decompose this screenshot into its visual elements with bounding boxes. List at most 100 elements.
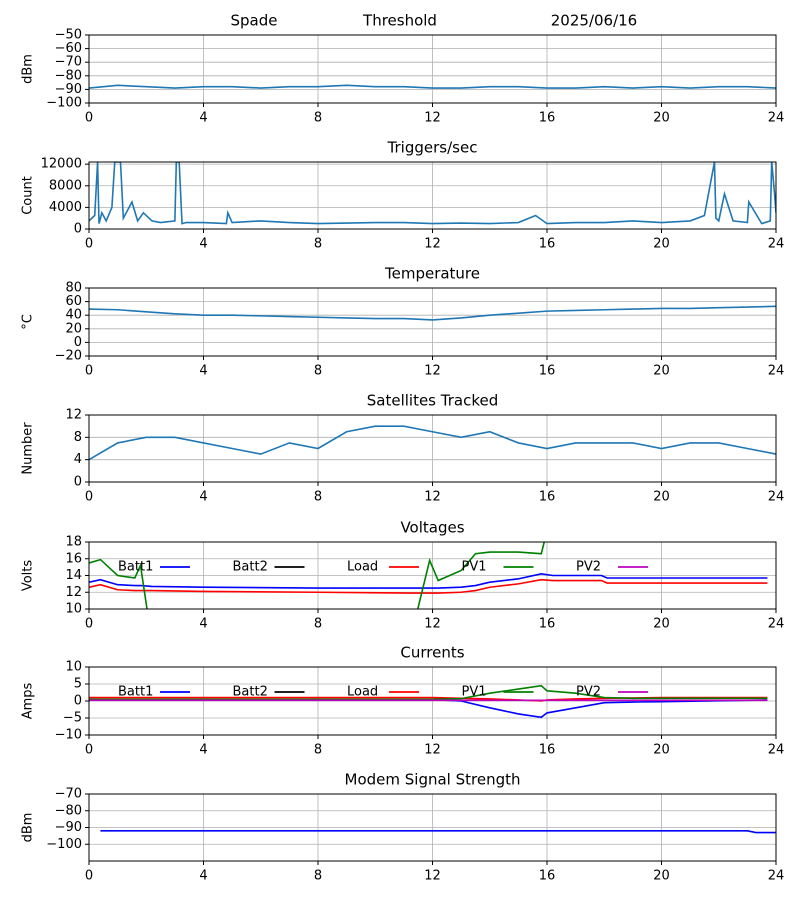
x-tick-label: 24 xyxy=(768,111,785,126)
y-tick-label: 40 xyxy=(65,308,82,323)
x-tick-label: 8 xyxy=(314,490,322,505)
y-axis-label: dBm xyxy=(21,54,36,84)
x-tick-label: 4 xyxy=(199,617,207,632)
y-tick-label: −100 xyxy=(46,837,82,852)
x-tick-label: 8 xyxy=(314,111,322,126)
y-tick-label: −20 xyxy=(55,349,82,364)
x-tick-label: 12 xyxy=(424,111,441,126)
plot-frame xyxy=(88,34,777,104)
x-tick-label: 0 xyxy=(85,617,93,632)
x-tick-label: 8 xyxy=(314,743,322,758)
legend-label: Batt2 xyxy=(233,560,268,575)
x-tick-label: 24 xyxy=(768,869,785,884)
x-tick-label: 16 xyxy=(539,490,556,505)
plot-frame xyxy=(88,414,777,483)
y-tick-label: 0 xyxy=(74,335,82,350)
y-tick-label: 60 xyxy=(65,294,82,309)
x-tick-label: 20 xyxy=(653,743,670,758)
plot-frame xyxy=(88,161,777,230)
legend-label: Batt1 xyxy=(118,560,153,575)
y-tick-label: 0 xyxy=(74,222,82,237)
series-line xyxy=(89,542,546,609)
x-tick-label: 12 xyxy=(424,869,441,884)
x-tick-label: 20 xyxy=(653,490,670,505)
y-axis-label: Amps xyxy=(21,682,36,719)
x-tick-label: 0 xyxy=(85,490,93,505)
x-tick-label: 20 xyxy=(653,869,670,884)
series-line xyxy=(89,305,776,321)
x-tick-label: 0 xyxy=(85,111,93,126)
chart-title: Threshold xyxy=(362,12,437,30)
legend-label: Load xyxy=(347,685,378,700)
legend-label: PV1 xyxy=(462,685,487,700)
chart-title: Triggers/sec xyxy=(387,139,478,157)
x-tick-label: 8 xyxy=(314,869,322,884)
x-tick-label: 12 xyxy=(424,237,441,252)
chart-title: 2025/06/16 xyxy=(551,12,637,30)
legend-label: PV2 xyxy=(576,685,601,700)
chart-title: Currents xyxy=(400,644,464,662)
x-tick-label: 4 xyxy=(199,364,207,379)
series-line xyxy=(89,684,768,701)
panel: Currents Amps 0 4 8 12 16 20 24 −10 −5 0 5 10 Batt1 Bat… xyxy=(21,644,785,758)
y-tick-label: 12000 xyxy=(41,157,82,172)
x-tick-label: 12 xyxy=(424,617,441,632)
y-tick-label: 5 xyxy=(74,677,82,692)
y-tick-label: −90 xyxy=(55,820,82,835)
y-tick-label: 10 xyxy=(65,660,82,675)
x-tick-label: 8 xyxy=(314,237,322,252)
y-tick-label: 0 xyxy=(74,475,82,490)
y-tick-label: −5 xyxy=(63,711,82,726)
legend-label: Load xyxy=(347,560,378,575)
x-tick-label: 16 xyxy=(539,869,556,884)
series-line xyxy=(89,425,776,461)
series-line xyxy=(89,162,776,225)
y-tick-label: −90 xyxy=(55,82,82,97)
y-tick-label: 0 xyxy=(74,694,82,709)
y-tick-label: 8000 xyxy=(49,178,82,193)
chart-title: Satellites Tracked xyxy=(367,392,498,410)
y-tick-label: 80 xyxy=(65,281,82,296)
y-tick-label: 14 xyxy=(65,568,82,583)
y-tick-label: −70 xyxy=(55,55,82,70)
legend-label: Batt2 xyxy=(233,685,268,700)
chart-title: Spade xyxy=(231,12,278,30)
x-tick-label: 0 xyxy=(85,237,93,252)
series-line xyxy=(89,573,768,589)
y-tick-label: 4000 xyxy=(49,200,82,215)
y-axis-label: Count xyxy=(21,176,36,215)
chart-title: Voltages xyxy=(400,519,464,537)
y-tick-label: 12 xyxy=(65,585,82,600)
y-tick-label: −100 xyxy=(46,96,82,111)
x-tick-label: 16 xyxy=(539,364,556,379)
y-tick-label: 4 xyxy=(74,452,82,467)
x-tick-label: 12 xyxy=(424,364,441,379)
y-tick-label: 20 xyxy=(65,321,82,336)
x-tick-label: 20 xyxy=(653,364,670,379)
y-tick-label: 8 xyxy=(74,430,82,445)
plot-frame xyxy=(88,666,777,736)
panel: Triggers/sec Count 0 4 8 12 16 20 24 0 4000 8000 120… xyxy=(21,139,785,252)
y-axis-label: dBm xyxy=(21,813,36,843)
chart-title: Modem Signal Strength xyxy=(345,771,521,789)
x-tick-label: 4 xyxy=(199,743,207,758)
panel: Spade Threshold 2025/06/16 dBm 0 4 8 12 16 20 24 −1… xyxy=(21,12,785,126)
series-line xyxy=(89,578,768,594)
y-tick-label: −50 xyxy=(55,28,82,43)
plot-frame xyxy=(88,541,777,610)
series-line xyxy=(89,698,768,719)
y-tick-label: 18 xyxy=(65,535,82,550)
x-tick-label: 4 xyxy=(199,869,207,884)
x-tick-label: 20 xyxy=(653,237,670,252)
chart-title: Temperature xyxy=(384,265,480,283)
x-tick-label: 20 xyxy=(653,111,670,126)
x-tick-label: 0 xyxy=(85,869,93,884)
plot-frame xyxy=(88,793,777,862)
x-tick-label: 24 xyxy=(768,364,785,379)
legend-label: Batt1 xyxy=(118,685,153,700)
panel: Satellites Tracked Number 0 4 8 12 16 20 24 0 4 8 12 xyxy=(21,392,785,505)
x-tick-label: 24 xyxy=(768,617,785,632)
